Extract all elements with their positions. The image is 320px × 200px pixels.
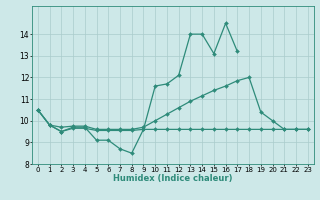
X-axis label: Humidex (Indice chaleur): Humidex (Indice chaleur) bbox=[113, 174, 233, 183]
